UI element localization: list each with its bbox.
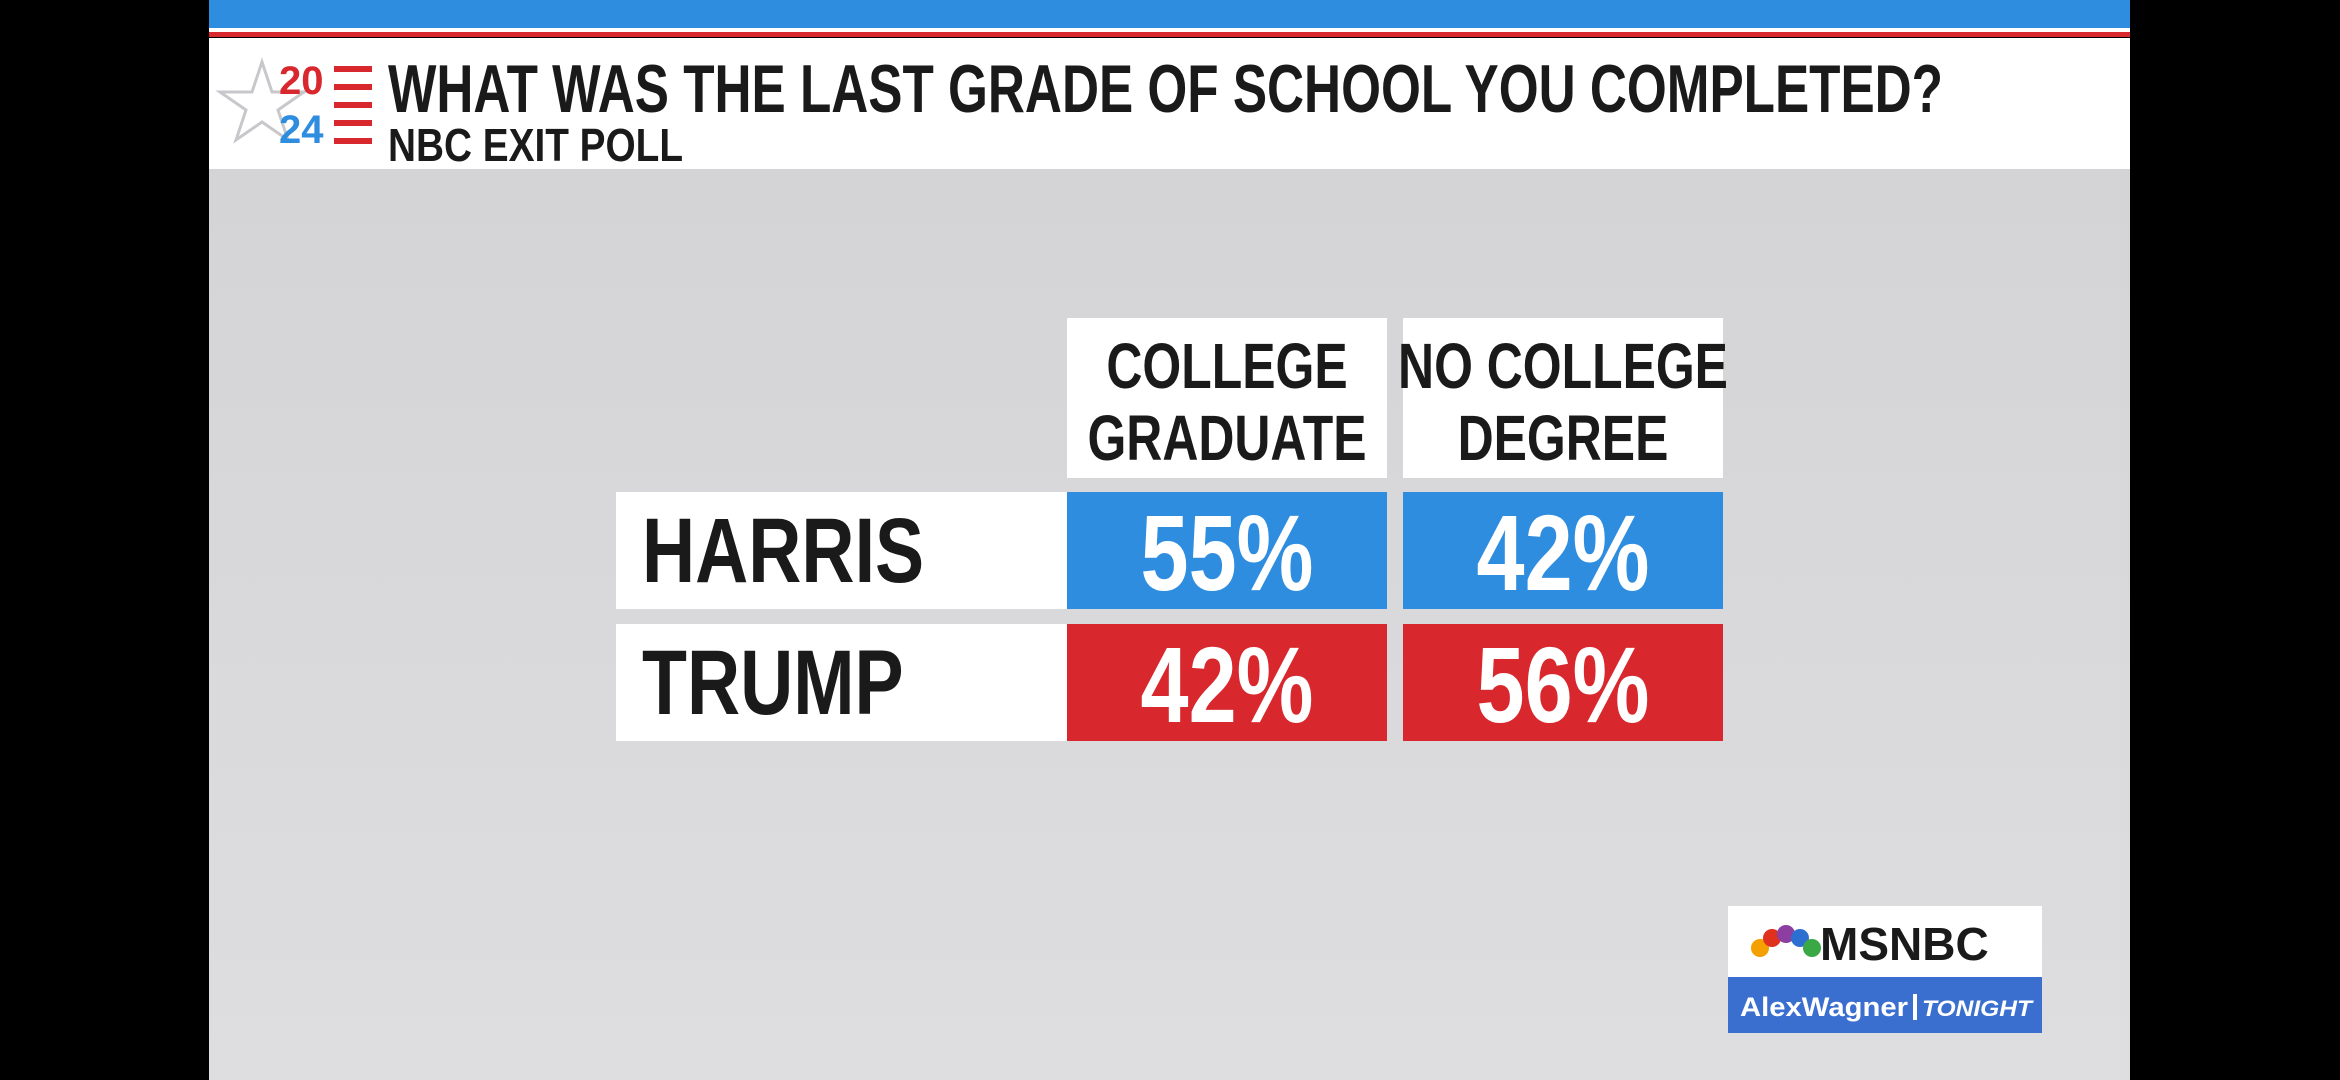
top-band	[209, 0, 2130, 28]
logo-bottom	[1728, 977, 2042, 1033]
logo-year: 20	[279, 59, 324, 103]
value-cell	[1403, 492, 1723, 609]
value: 42%	[1141, 624, 1314, 745]
header-bar	[209, 38, 2130, 169]
value-cell	[1067, 492, 1387, 609]
column-header-box	[1067, 318, 1387, 478]
column-header: NO COLLEGE	[1398, 331, 1728, 402]
value: 42%	[1477, 492, 1650, 613]
peacock	[1751, 925, 1821, 957]
show-suffix: TONIGHT	[1922, 996, 2034, 1021]
logo-stripes	[334, 66, 372, 144]
column-header: COLLEGE	[1106, 331, 1347, 402]
row-label-box	[616, 624, 1067, 741]
subtitle: NBC EXIT POLL	[388, 119, 683, 171]
show-name: AlexWagner	[1740, 992, 1909, 1022]
value-cell	[1067, 624, 1387, 741]
network-name: MSNBC	[1820, 918, 1989, 970]
logo-top	[1728, 906, 2042, 977]
title: WHAT WAS THE LAST GRADE OF SCHOOL YOU CO…	[388, 51, 1943, 127]
row-label-box	[616, 492, 1067, 609]
divider	[1913, 994, 1917, 1020]
row-label: TRUMP	[642, 631, 904, 734]
column-header: GRADUATE	[1087, 403, 1366, 474]
row-label: HARRIS	[642, 499, 924, 602]
logo-year: 24	[279, 108, 324, 152]
value-cell	[1403, 624, 1723, 741]
msnbc-logo: MSNBC AlexWagner TONIGHT	[1728, 906, 2042, 1033]
column-header: DEGREE	[1458, 403, 1669, 474]
logo-star	[215, 57, 309, 144]
column-header-box	[1403, 318, 1723, 478]
stripe	[209, 32, 2130, 37]
value: 55%	[1141, 492, 1314, 613]
value: 56%	[1477, 624, 1650, 745]
